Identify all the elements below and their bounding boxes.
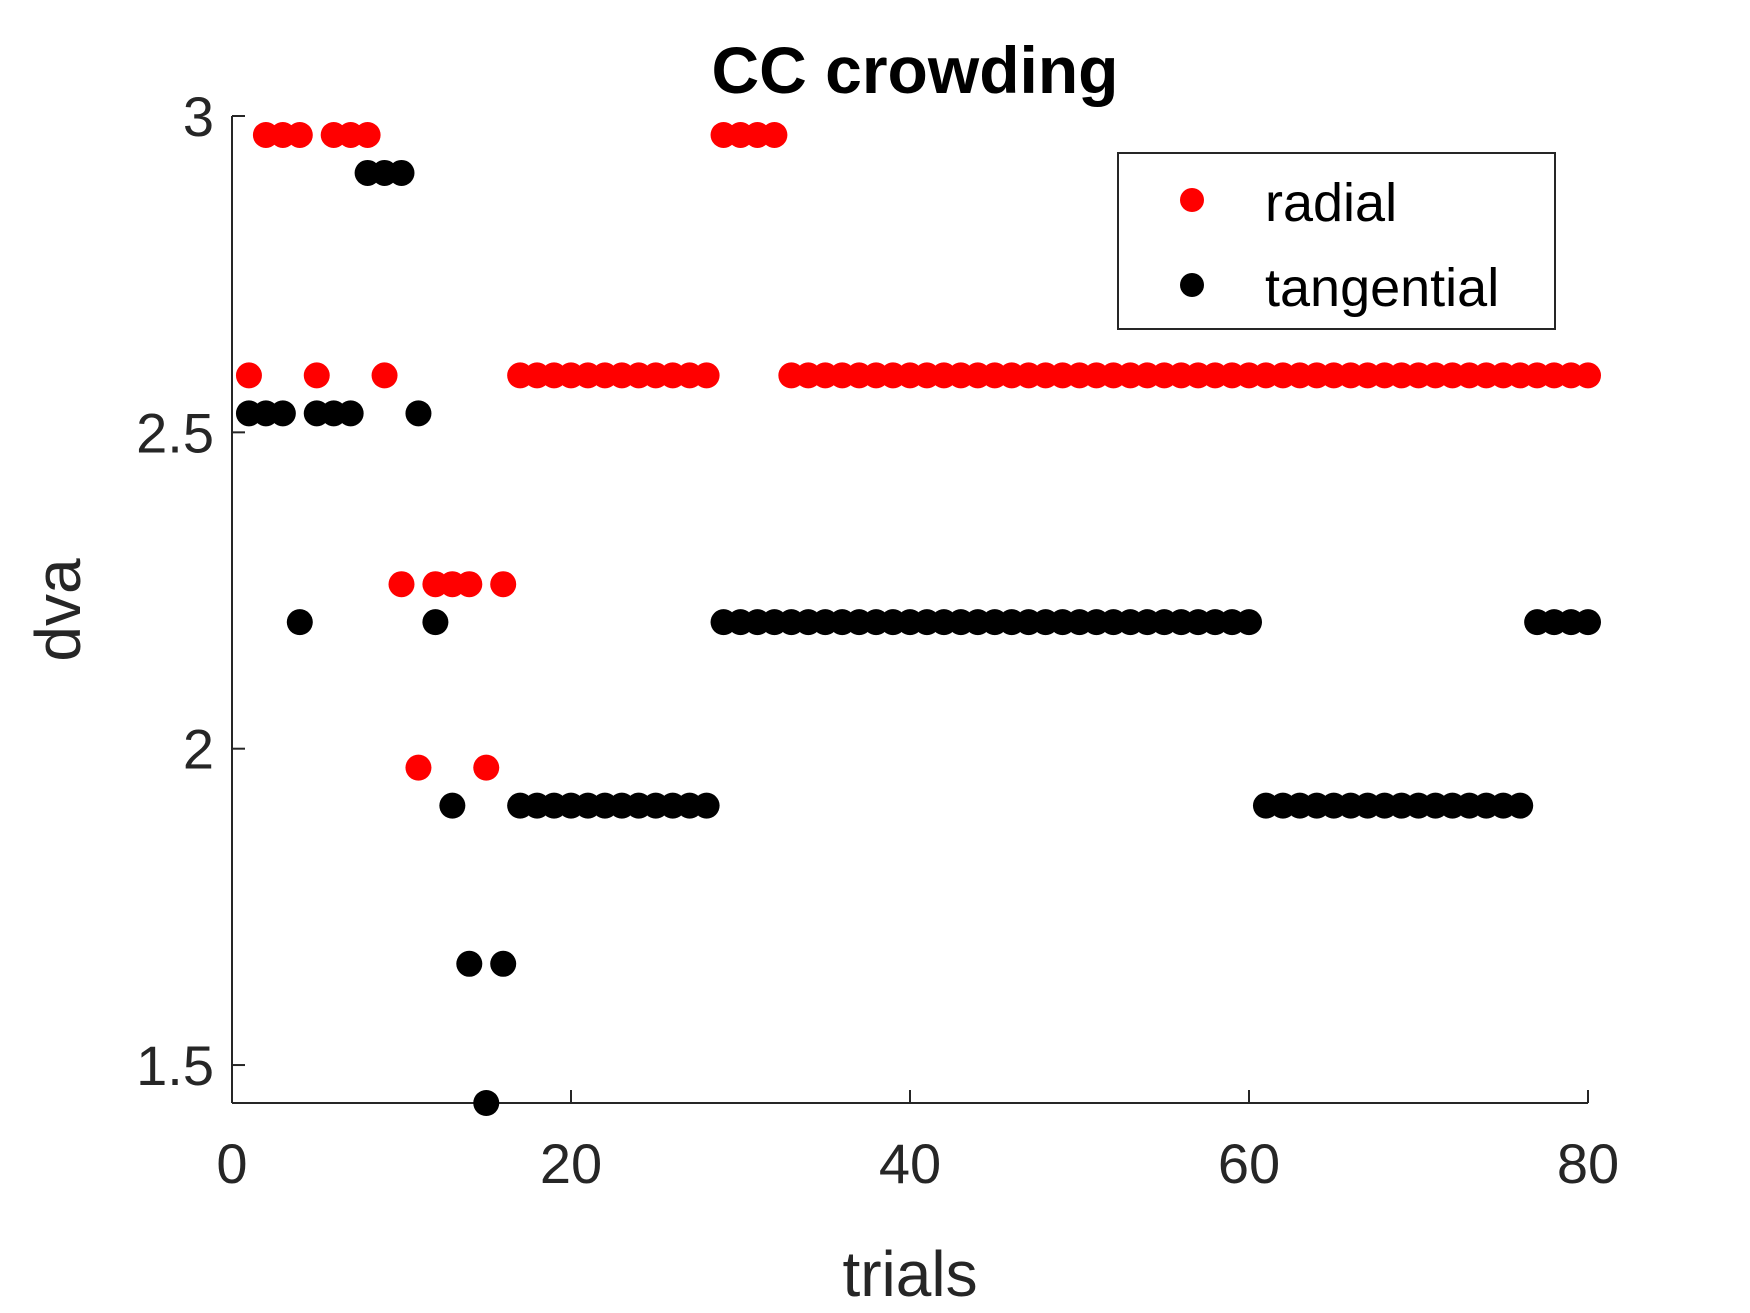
data-point-radial xyxy=(1575,362,1601,389)
x-tick-label: 40 xyxy=(879,1132,941,1195)
data-point-radial xyxy=(235,362,262,389)
x-tick-label: 0 xyxy=(216,1132,247,1195)
legend-label-radial: radial xyxy=(1265,173,1397,233)
y-ticks: 1.5 2 2.5 3 xyxy=(136,85,245,1097)
x-tick-label: 60 xyxy=(1218,1132,1280,1195)
data-point-radial xyxy=(354,121,381,148)
data-point-tangential xyxy=(1236,609,1262,636)
legend-marker-tangential xyxy=(1180,273,1204,297)
data-point-tangential xyxy=(439,792,466,819)
y-tick-label: 2 xyxy=(183,718,214,781)
data-point-tangential xyxy=(422,609,449,636)
y-axis-label: dva xyxy=(22,558,94,662)
legend: radial tangential xyxy=(1117,152,1556,330)
legend-marker-radial xyxy=(1180,188,1204,212)
data-point-radial xyxy=(388,571,415,598)
data-point-radial xyxy=(693,362,720,389)
x-axis-label: trials xyxy=(842,1238,977,1310)
data-point-tangential xyxy=(456,950,483,977)
data-point-radial xyxy=(303,362,330,389)
x-ticks: 0 20 40 60 80 xyxy=(216,1090,1619,1195)
data-point-radial xyxy=(473,754,500,781)
data-point-tangential xyxy=(490,950,517,977)
data-point-radial xyxy=(286,121,313,148)
x-tick-label: 20 xyxy=(540,1132,602,1195)
y-tick-label: 2.5 xyxy=(136,401,214,464)
data-point-tangential xyxy=(1507,792,1534,819)
y-tick-label: 3 xyxy=(183,85,214,148)
data-point-radial xyxy=(405,754,432,781)
data-point-tangential xyxy=(405,400,432,427)
data-point-tangential xyxy=(473,1090,500,1116)
y-tick-label: 1.5 xyxy=(136,1034,214,1097)
legend-label-tangential: tangential xyxy=(1265,258,1499,318)
data-point-tangential xyxy=(286,609,313,636)
legend-box xyxy=(1117,152,1556,330)
data-point-tangential xyxy=(693,792,720,819)
data-point-radial xyxy=(371,362,398,389)
data-point-radial xyxy=(490,571,517,598)
data-point-tangential xyxy=(269,400,296,427)
data-point-tangential xyxy=(388,159,415,186)
data-points xyxy=(235,121,1601,1116)
x-tick-label: 80 xyxy=(1557,1132,1619,1195)
chart-title: CC crowding xyxy=(712,33,1119,107)
data-point-radial xyxy=(456,571,483,598)
data-point-tangential xyxy=(337,400,364,427)
data-point-tangential xyxy=(1575,609,1601,636)
data-point-radial xyxy=(761,121,788,148)
